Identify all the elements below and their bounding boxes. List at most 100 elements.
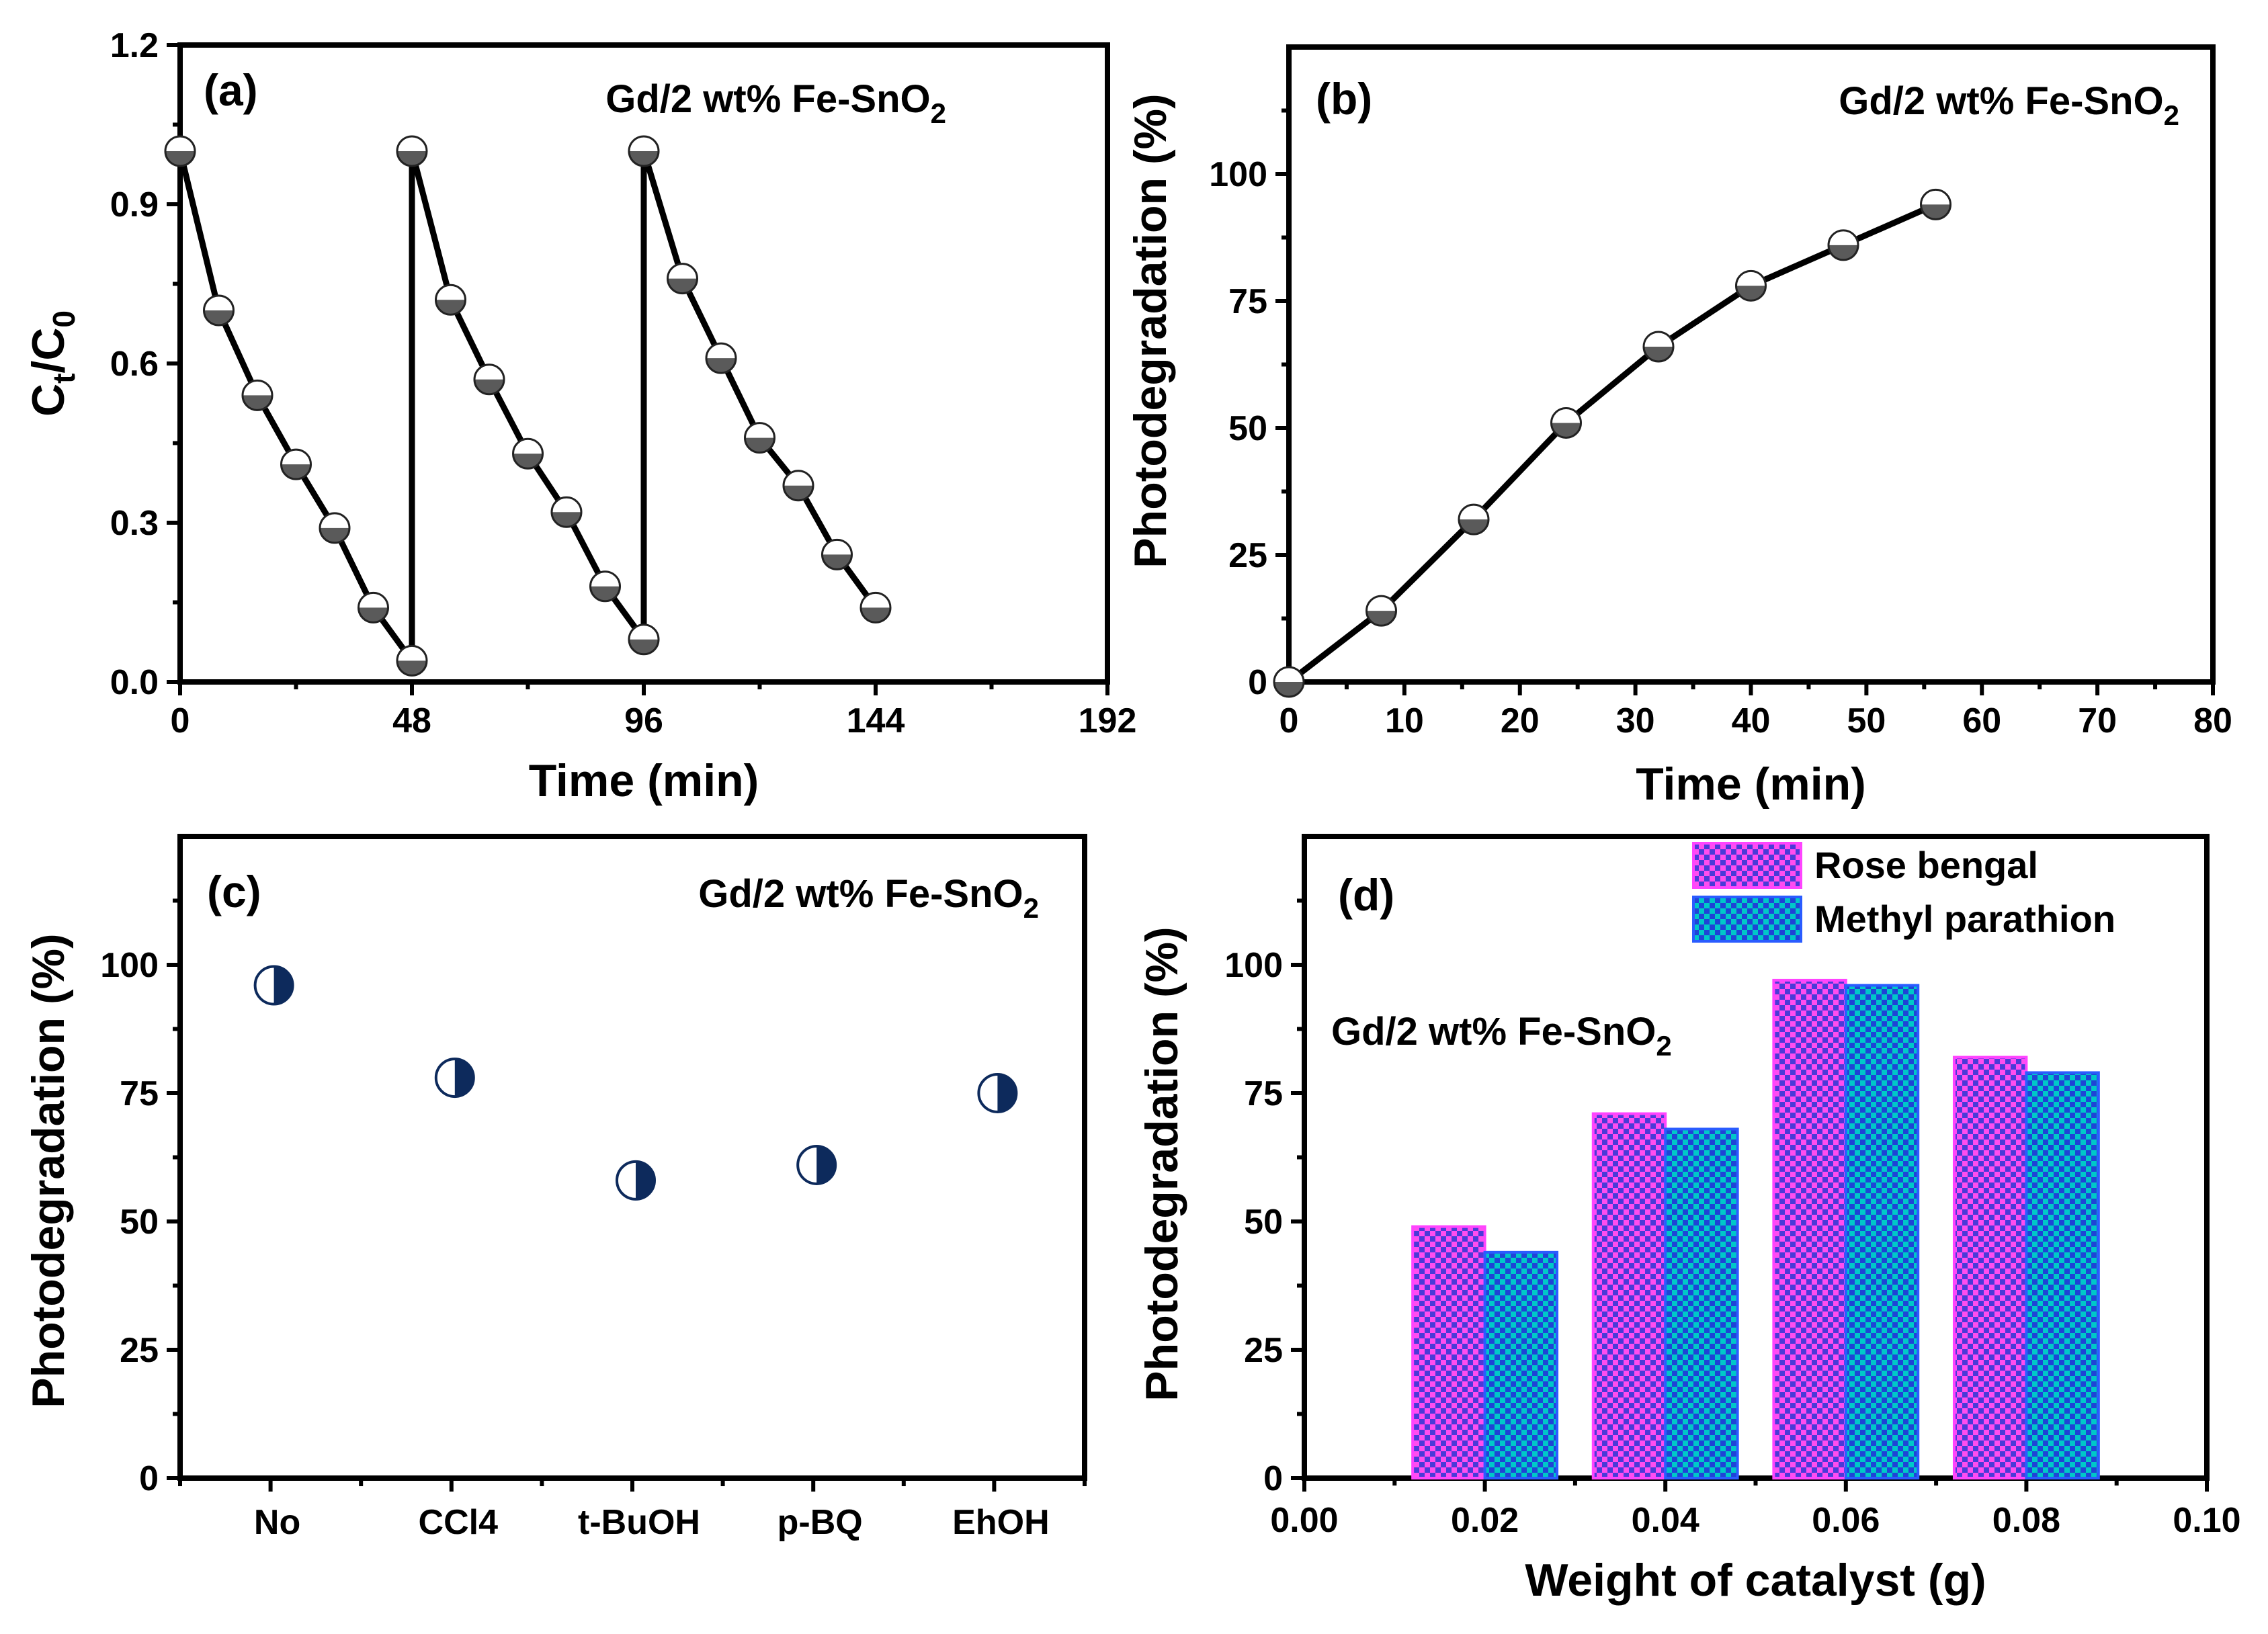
data-point [705, 342, 737, 374]
data-point-ring [396, 135, 428, 167]
x-tick-label: t-BuOH [578, 1503, 700, 1542]
data-point [358, 591, 389, 624]
data-point [435, 284, 466, 316]
data-point-half [435, 300, 466, 315]
legend-label: Methyl parathion [1814, 898, 2115, 940]
data-point-ring [1642, 331, 1675, 363]
data-point-ring [1458, 503, 1490, 535]
bar-methyl-parathion [1844, 984, 1920, 1480]
data-point [1273, 666, 1305, 698]
data-point [628, 624, 660, 656]
x-tick-label: 0.08 [1992, 1501, 2060, 1540]
x-tick-label: 80 [2193, 701, 2232, 740]
y-tick-label: 100 [1209, 155, 1267, 194]
data-point [203, 294, 235, 327]
data-point-ring [628, 624, 660, 656]
y-axis-label-sub2: 0 [46, 310, 81, 328]
data-point-half [281, 464, 311, 480]
legend-swatch [1692, 842, 1802, 889]
data-point-ring [628, 135, 660, 167]
data-point [396, 135, 428, 167]
data-point-ring [859, 591, 892, 624]
x-tick-label: 96 [624, 701, 663, 740]
data-point [396, 644, 428, 677]
y-tick-label: 0 [1263, 1459, 1283, 1498]
sample-annotation-sub: 2 [931, 97, 946, 129]
y-tick-label: 75 [1228, 282, 1267, 321]
y-tick-label: 100 [1224, 946, 1283, 985]
data-point [164, 135, 196, 167]
data-point [512, 437, 544, 470]
x-tick-label: 10 [1385, 701, 1424, 740]
panel-a: 0 48 96 144 192 0.0 0.3 0.6 0.9 1.2 (a) Gd/2 wt% Fe… [23, 26, 1136, 806]
sample-annotation: Gd/2 wt% Fe-SnO2 [1331, 1010, 1672, 1062]
x-tick-label: 20 [1501, 701, 1540, 740]
sample-annotation-sub: 2 [2164, 99, 2179, 131]
y-tick-label: 0.6 [110, 345, 159, 384]
bar-methyl-parathion [1664, 1127, 1739, 1479]
sample-annotation-main: Gd/2 wt% Fe-SnO [698, 872, 1023, 916]
panel-b: 0 10 20 30 40 50 60 70 80 0 25 50 75 100 (b) Gd/2 wt% F… [1125, 44, 2232, 810]
data-point-half [165, 151, 195, 166]
panel-label: (d) [1338, 870, 1394, 920]
data-point-ring [280, 448, 312, 480]
data-point [628, 135, 660, 167]
data-point [473, 363, 505, 396]
y-tick-label: 25 [120, 1331, 159, 1370]
data-point [434, 1058, 475, 1099]
data-point-half [667, 278, 698, 294]
x-tick-label: 60 [1962, 701, 2001, 740]
y-tick-label: 25 [1244, 1331, 1283, 1370]
y-tick-label: 100 [100, 946, 159, 985]
y-tick-label: 75 [120, 1074, 159, 1113]
x-tick-label: 0.00 [1270, 1501, 1338, 1540]
data-point-half [358, 607, 388, 623]
data-point-ring [319, 512, 351, 544]
data-point-ring [977, 1073, 1018, 1113]
data-point-half [1459, 519, 1488, 535]
data-point [1642, 331, 1675, 363]
data-point-ring [705, 342, 737, 374]
y-tick-label: 25 [1228, 536, 1267, 575]
data-point [782, 470, 814, 502]
sample-annotation-main: Gd/2 wt% Fe-SnO [1331, 1010, 1656, 1054]
data-point-half [454, 1059, 474, 1097]
series-line [1287, 202, 1937, 685]
data-point [241, 379, 274, 411]
data-point-ring [1735, 269, 1767, 302]
data-point [859, 591, 892, 624]
sample-annotation: Gd/2 wt% Fe-SnO2 [605, 77, 946, 129]
y-tick-label: 75 [1244, 1074, 1283, 1113]
x-axis-label: Time (min) [1636, 759, 1866, 810]
x-tick-label: No [254, 1503, 300, 1542]
data-point [1366, 595, 1397, 627]
data-point [667, 263, 698, 295]
data-point-ring [782, 470, 814, 502]
data-point [1550, 406, 1582, 439]
data-point-ring [434, 1058, 475, 1099]
data-point-ring [1550, 406, 1582, 439]
data-point-ring [203, 294, 235, 327]
x-tick-label: 40 [1732, 701, 1771, 740]
data-point [253, 965, 294, 1006]
data-point [616, 1160, 656, 1201]
sample-annotation: Gd/2 wt% Fe-SnO2 [698, 872, 1039, 924]
data-point-half [861, 607, 890, 623]
data-point-ring [589, 570, 621, 603]
data-point-half [1366, 611, 1396, 626]
data-point-ring [241, 379, 274, 411]
panel-label: (a) [204, 65, 258, 115]
data-point-ring [358, 591, 389, 624]
data-point-half [1644, 347, 1673, 362]
y-axis-label: Photodegradation (%) [1136, 927, 1187, 1401]
sample-annotation-main: Gd/2 wt% Fe-SnO [605, 77, 930, 121]
data-point-half [397, 660, 427, 676]
data-point [1827, 229, 1859, 261]
panel-c-frame [177, 834, 1087, 1481]
data-point-ring [512, 437, 544, 470]
data-point-half [1736, 286, 1766, 301]
x-tick-label: 0.04 [1632, 1501, 1699, 1540]
data-point-half [474, 379, 504, 394]
x-tick-label: 0 [1279, 701, 1299, 740]
